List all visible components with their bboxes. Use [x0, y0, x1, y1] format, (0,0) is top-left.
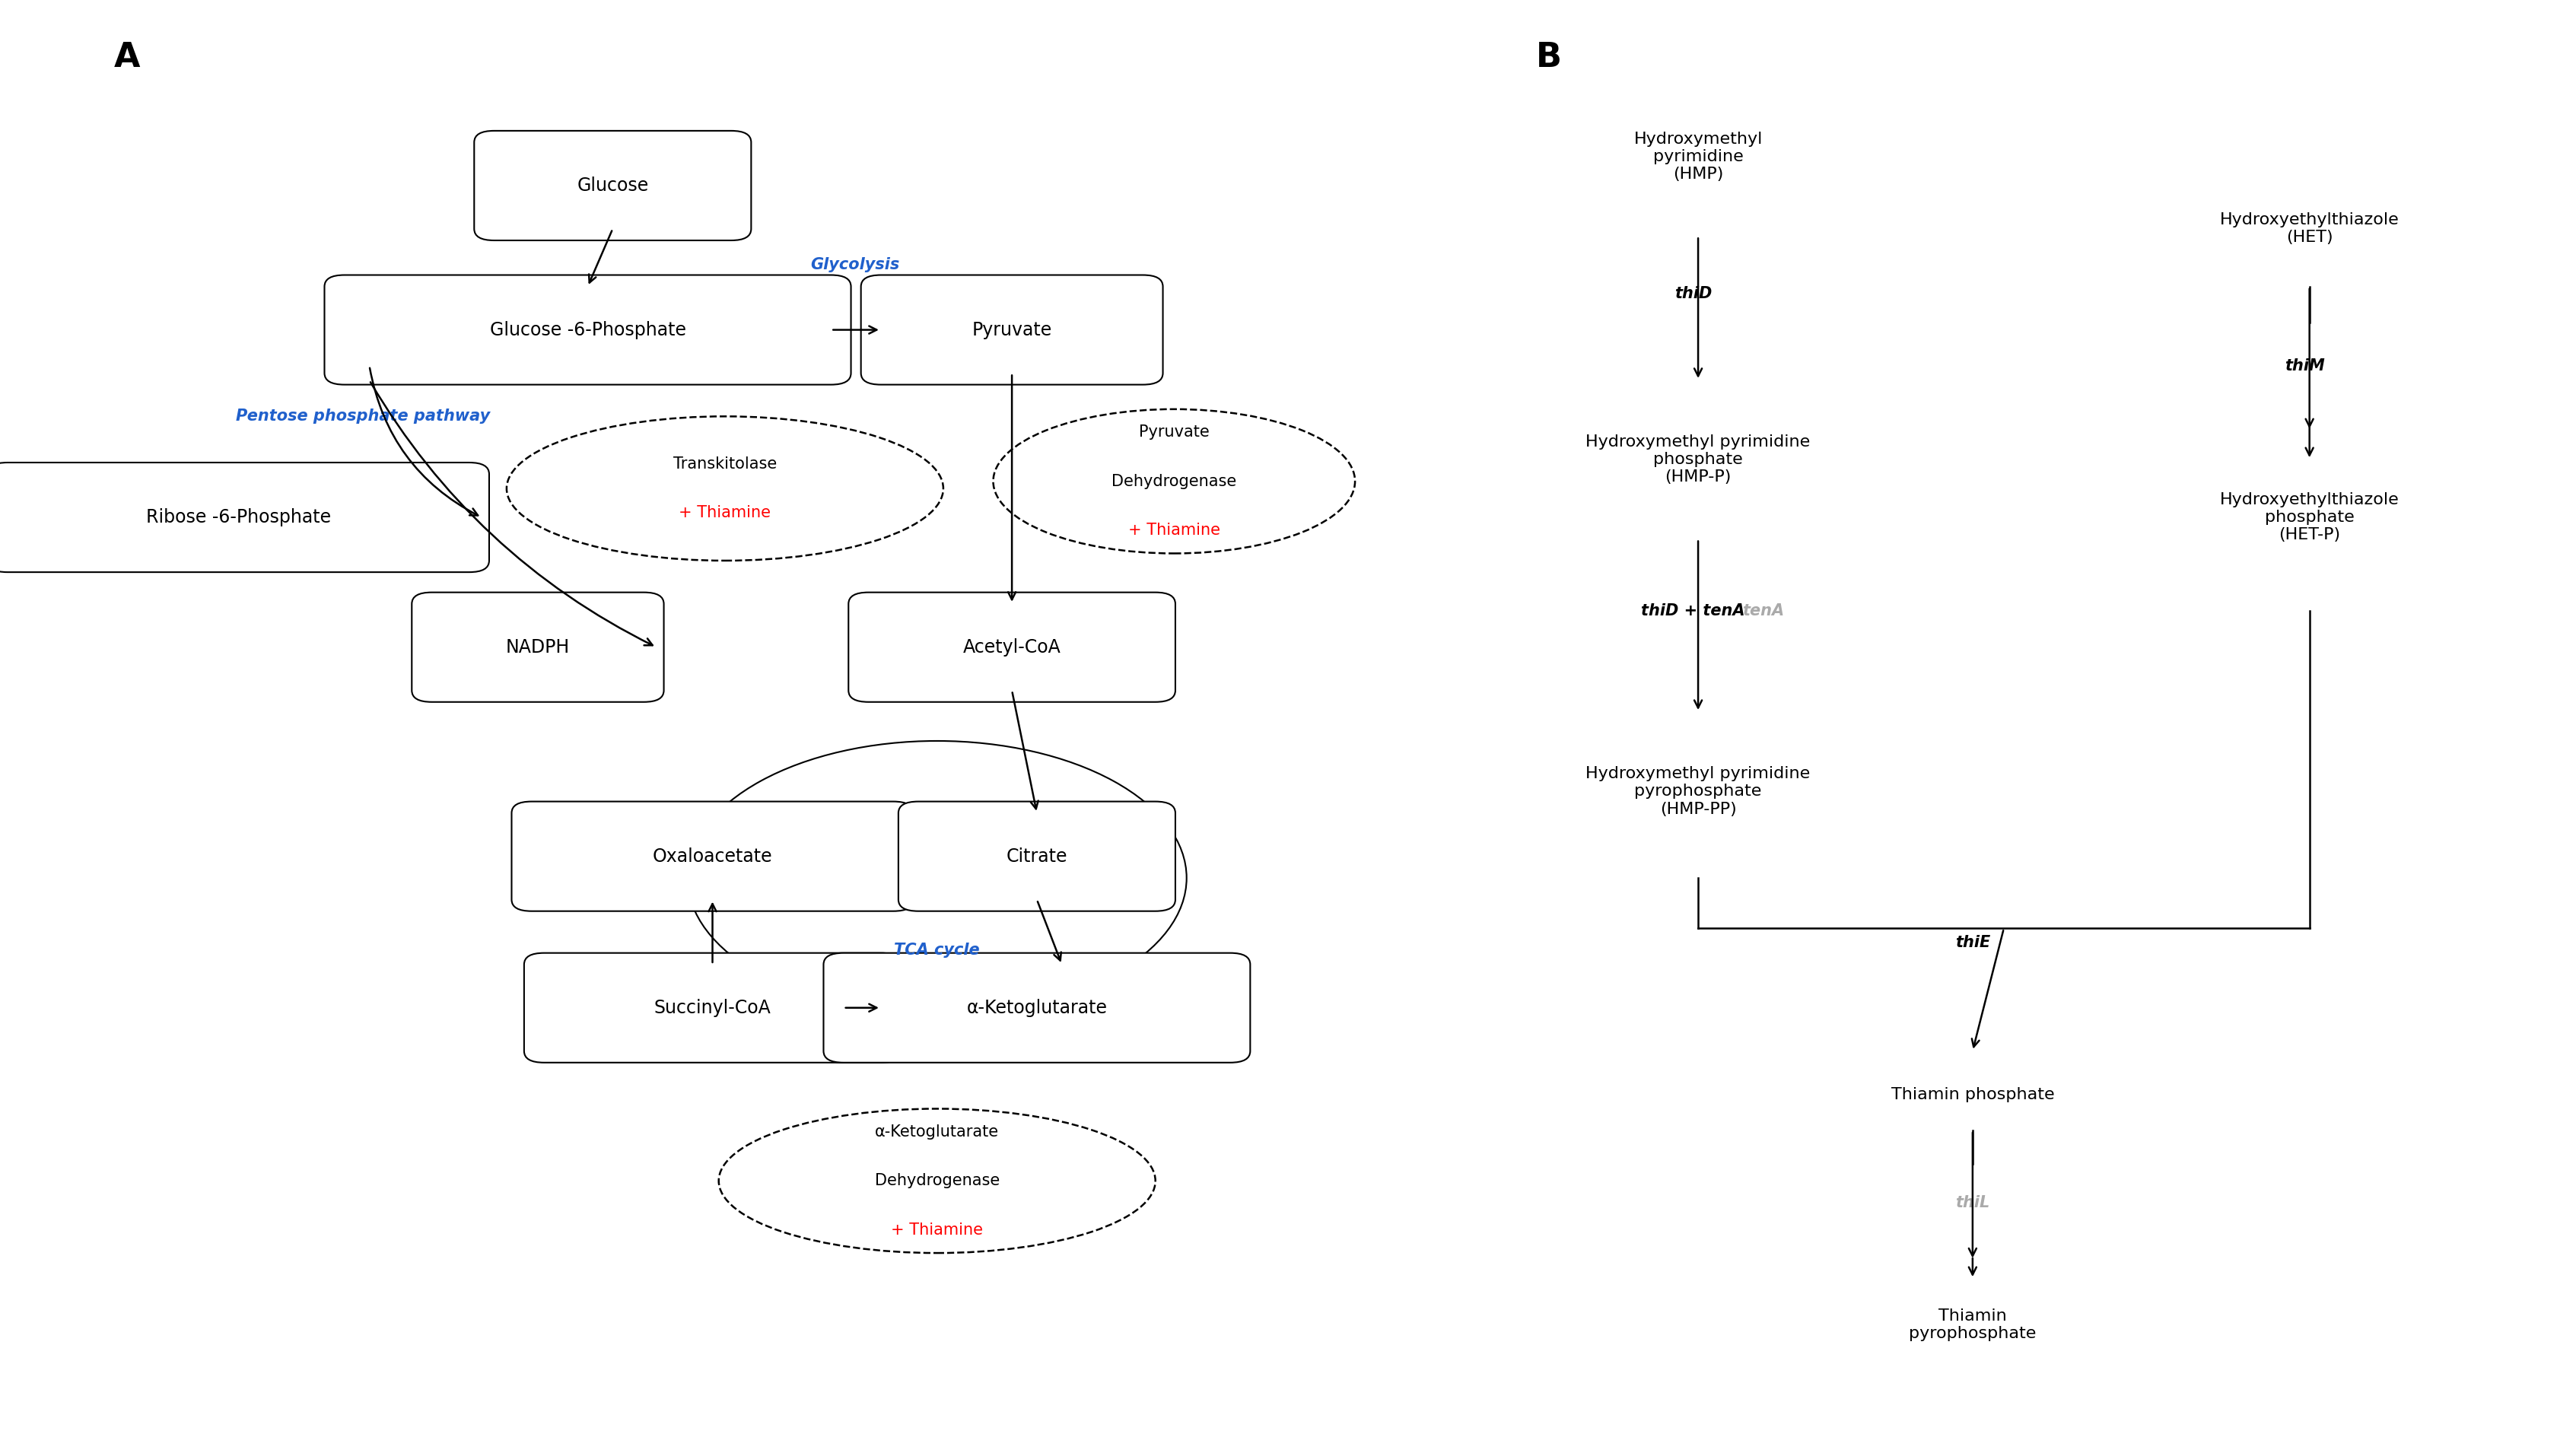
Ellipse shape: [507, 417, 943, 561]
FancyBboxPatch shape: [523, 953, 902, 1062]
Text: Dehydrogenase: Dehydrogenase: [1110, 474, 1236, 488]
FancyBboxPatch shape: [412, 593, 665, 702]
Text: Hydroxymethyl pyrimidine
pyrophosphate
(HMP-PP): Hydroxymethyl pyrimidine pyrophosphate (…: [1584, 766, 1811, 817]
Ellipse shape: [719, 1109, 1154, 1252]
Text: Pyruvate: Pyruvate: [971, 321, 1051, 339]
Text: Succinyl-CoA: Succinyl-CoA: [654, 998, 770, 1017]
Text: Glycolysis: Glycolysis: [809, 257, 899, 273]
Text: B: B: [1535, 41, 1561, 74]
Text: thiM: thiM: [2285, 359, 2324, 373]
Text: Dehydrogenase: Dehydrogenase: [873, 1173, 999, 1189]
Text: Hydroxymethyl
pyrimidine
(HMP): Hydroxymethyl pyrimidine (HMP): [1633, 131, 1762, 182]
Text: Pyruvate: Pyruvate: [1139, 424, 1208, 440]
FancyBboxPatch shape: [0, 462, 489, 572]
Ellipse shape: [992, 410, 1355, 554]
Text: A: A: [113, 41, 139, 74]
Text: Thiamin
pyrophosphate: Thiamin pyrophosphate: [1909, 1309, 2035, 1341]
Text: Hydroxyethylthiazole
(HET): Hydroxyethylthiazole (HET): [2218, 212, 2398, 246]
Text: Hydroxymethyl pyrimidine
phosphate
(HMP-P): Hydroxymethyl pyrimidine phosphate (HMP-…: [1584, 434, 1811, 485]
Text: thiD: thiD: [1674, 286, 1710, 301]
Text: Glucose: Glucose: [577, 176, 649, 195]
FancyBboxPatch shape: [474, 131, 752, 240]
Ellipse shape: [688, 741, 1185, 1016]
Text: Oxaloacetate: Oxaloacetate: [652, 847, 773, 866]
Text: Pentose phosphate pathway: Pentose phosphate pathway: [237, 408, 489, 424]
FancyBboxPatch shape: [824, 953, 1249, 1062]
Text: Acetyl-CoA: Acetyl-CoA: [963, 638, 1061, 657]
Text: + Thiamine: + Thiamine: [677, 506, 770, 520]
FancyBboxPatch shape: [848, 593, 1175, 702]
Text: + Thiamine: + Thiamine: [1128, 523, 1221, 538]
FancyBboxPatch shape: [513, 802, 912, 911]
Text: thiL: thiL: [1955, 1194, 1989, 1210]
Text: thiD + tenA: thiD + tenA: [1641, 603, 1744, 619]
Text: Thiamin phosphate: Thiamin phosphate: [1891, 1087, 2053, 1101]
Text: Ribose -6-Phosphate: Ribose -6-Phosphate: [147, 509, 330, 526]
FancyBboxPatch shape: [860, 275, 1162, 385]
Text: α-Ketoglutarate: α-Ketoglutarate: [966, 998, 1108, 1017]
Text: α-Ketoglutarate: α-Ketoglutarate: [876, 1125, 999, 1139]
Text: Transkitolase: Transkitolase: [672, 456, 775, 472]
FancyBboxPatch shape: [899, 802, 1175, 911]
Text: tenA: tenA: [1741, 603, 1783, 619]
Text: Citrate: Citrate: [1007, 847, 1066, 866]
FancyBboxPatch shape: [325, 275, 850, 385]
Text: NADPH: NADPH: [505, 638, 569, 657]
Text: Hydroxyethylthiazole
phosphate
(HET-P): Hydroxyethylthiazole phosphate (HET-P): [2218, 493, 2398, 542]
Text: TCA cycle: TCA cycle: [894, 943, 979, 958]
Text: + Thiamine: + Thiamine: [891, 1222, 984, 1238]
Text: Glucose -6-Phosphate: Glucose -6-Phosphate: [489, 321, 685, 339]
Text: thiE: thiE: [1955, 936, 1989, 950]
